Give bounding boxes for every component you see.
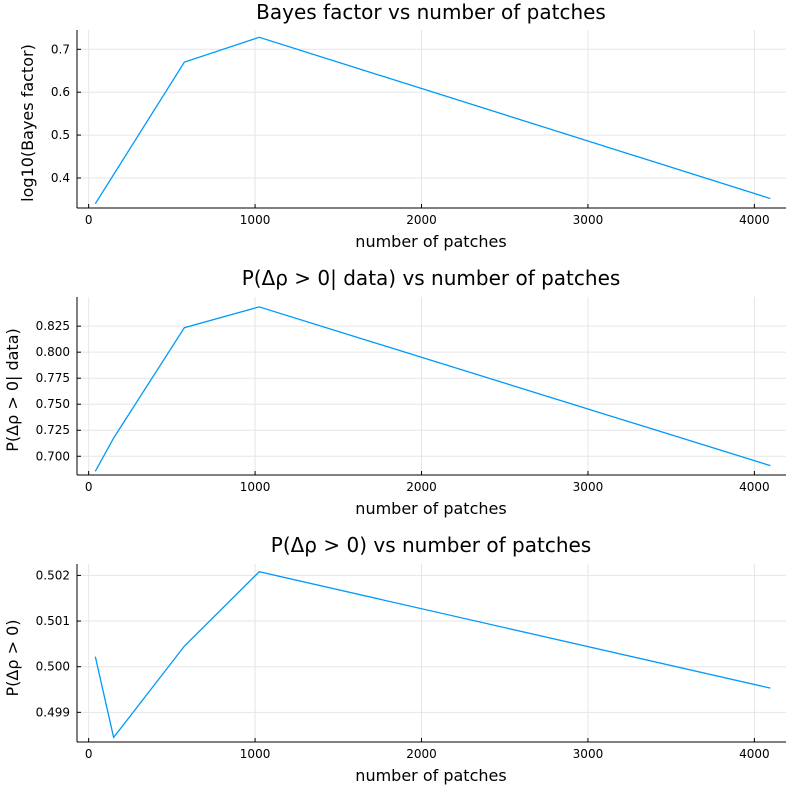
panel-bayes-factor: Bayes factor vs number of patches number… [18, 0, 786, 251]
x-axis-label: number of patches [355, 232, 506, 251]
x-tick-label: 2000 [406, 480, 437, 494]
y-tick-label: 0.499 [36, 705, 70, 719]
x-tick-label: 0 [85, 480, 93, 494]
chart-title: Bayes factor vs number of patches [256, 0, 606, 24]
y-tick-label: 0.825 [36, 319, 70, 333]
y-axis-label: P(Δρ > 0) [3, 620, 22, 697]
series-line [94, 36, 771, 205]
x-tick-label: 2000 [406, 213, 437, 227]
y-tick-label: 0.5 [51, 128, 70, 142]
panel-probability: P(Δρ > 0) vs number of patches number of… [3, 533, 786, 785]
x-tick-label: 1000 [240, 213, 271, 227]
chart-title: P(Δρ > 0| data) vs number of patches [242, 266, 621, 290]
x-tick-label: 2000 [406, 747, 437, 761]
x-tick-label: 4000 [739, 213, 770, 227]
y-tick-label: 0.501 [36, 614, 70, 628]
x-axis-label: number of patches [355, 499, 506, 518]
x-tick-label: 4000 [739, 747, 770, 761]
y-tick-label: 0.725 [36, 423, 70, 437]
x-tick-label: 3000 [573, 747, 604, 761]
y-tick-label: 0.750 [36, 397, 70, 411]
chart-title: P(Δρ > 0) vs number of patches [271, 533, 591, 557]
series-line [94, 306, 771, 472]
grid [77, 297, 786, 475]
y-axis-label: P(Δρ > 0| data) [3, 328, 22, 452]
y-tick-label: 0.7 [51, 42, 70, 56]
y-tick-label: 0.700 [36, 449, 70, 463]
x-axis-label: number of patches [355, 766, 506, 785]
y-axis-label: log10(Bayes factor) [18, 44, 37, 202]
grid [77, 30, 786, 208]
y-tick-label: 0.4 [51, 171, 70, 185]
x-tick-label: 3000 [573, 480, 604, 494]
series-line [94, 571, 771, 739]
x-tick-label: 0 [85, 747, 93, 761]
y-tick-label: 0.500 [36, 660, 70, 674]
y-tick-label: 0.775 [36, 371, 70, 385]
x-tick-label: 3000 [573, 213, 604, 227]
y-tick-label: 0.502 [36, 568, 70, 582]
panel-probability-given-data: P(Δρ > 0| data) vs number of patches num… [3, 266, 786, 518]
grid [77, 564, 786, 742]
x-tick-label: 4000 [739, 480, 770, 494]
x-tick-label: 1000 [240, 480, 271, 494]
y-tick-label: 0.800 [36, 345, 70, 359]
y-tick-label: 0.6 [51, 85, 70, 99]
x-tick-label: 0 [85, 213, 93, 227]
x-tick-label: 1000 [240, 747, 271, 761]
